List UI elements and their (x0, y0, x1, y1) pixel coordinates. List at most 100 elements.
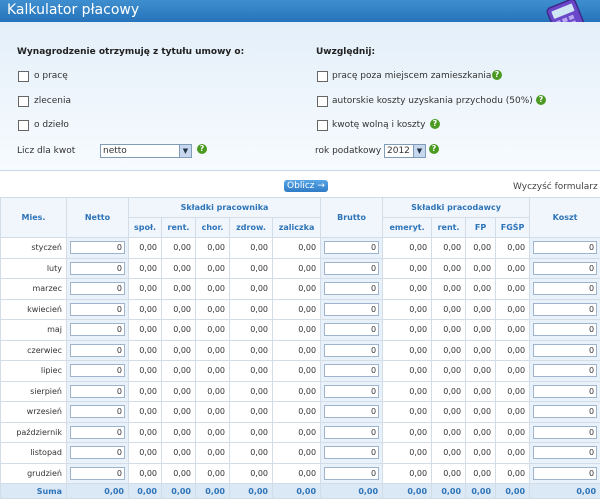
tax-year-select[interactable]: 2012 ▼ (384, 144, 426, 158)
gross-input[interactable]: 0 (324, 425, 380, 439)
cost-input[interactable]: 0 (533, 323, 598, 337)
col-subheader: społ. (128, 217, 162, 238)
cost-cell: 0 (529, 421, 600, 443)
sum-cell: 0,00 (195, 483, 230, 499)
calc-mode-label: Licz dla kwot (17, 146, 76, 156)
gross-cell: 0 (320, 237, 384, 259)
net-cell: 0 (66, 462, 129, 484)
gross-input[interactable]: 0 (324, 364, 380, 378)
net-input[interactable]: 0 (70, 343, 125, 357)
net-input[interactable]: 0 (70, 364, 125, 378)
include-option-checkbox[interactable] (317, 71, 328, 82)
net-input[interactable]: 0 (70, 282, 125, 296)
employee-contrib-cell: 0,00 (195, 442, 230, 464)
cost-input[interactable]: 0 (533, 241, 598, 255)
employer-contrib-cell: 0,00 (431, 442, 467, 464)
employee-contrib-cell: 0,00 (229, 462, 273, 484)
net-input[interactable]: 0 (70, 466, 125, 480)
net-cell: 0 (66, 278, 129, 300)
gross-input[interactable]: 0 (324, 384, 380, 398)
help-icon[interactable]: ? (536, 95, 546, 105)
employee-contrib-cell: 0,00 (161, 380, 196, 402)
contract-option-label: o pracę (34, 71, 68, 81)
employer-contrib-cell: 0,00 (495, 278, 531, 300)
cost-input[interactable]: 0 (533, 466, 598, 480)
employee-contrib-cell: 0,00 (229, 442, 273, 464)
net-input[interactable]: 0 (70, 425, 125, 439)
net-input[interactable]: 0 (70, 446, 125, 460)
cost-input[interactable]: 0 (533, 384, 598, 398)
employee-contrib-cell: 0,00 (161, 319, 196, 341)
net-cell: 0 (66, 257, 129, 279)
col-header-gross: Brutto (320, 197, 384, 238)
net-input[interactable]: 0 (70, 241, 125, 255)
contract-section-title: Wynagrodzenie otrzymuję z tytułu umowy o… (17, 47, 245, 57)
cost-input[interactable]: 0 (533, 302, 598, 316)
employee-contrib-cell: 0,00 (229, 319, 273, 341)
net-input[interactable]: 0 (70, 323, 125, 337)
net-input[interactable]: 0 (70, 405, 125, 419)
net-cell: 0 (66, 319, 129, 341)
table-row: marzec 0 0,00 0,00 0,00 0,00 0,00 0 0,00 0,00 0,00… (0, 278, 600, 300)
gross-cell: 0 (320, 380, 384, 402)
help-icon[interactable]: ? (197, 144, 207, 154)
cost-cell: 0 (529, 278, 600, 300)
calculate-button[interactable]: Oblicz → (284, 180, 328, 192)
net-input[interactable]: 0 (70, 302, 125, 316)
employer-contrib-cell: 0,00 (431, 319, 467, 341)
gross-input[interactable]: 0 (324, 282, 380, 296)
employee-contrib-cell: 0,00 (271, 442, 322, 464)
contract-option-checkbox[interactable] (18, 120, 29, 131)
cost-input[interactable]: 0 (533, 282, 598, 296)
employee-contrib-cell: 0,00 (271, 339, 322, 361)
net-cell: 0 (66, 237, 129, 259)
table-row: grudzień 0 0,00 0,00 0,00 0,00 0,00 0 0,00 0,00 0,… (0, 462, 600, 484)
gross-input[interactable]: 0 (324, 261, 380, 275)
net-input[interactable]: 0 (70, 384, 125, 398)
gross-input[interactable]: 0 (324, 466, 380, 480)
cost-input[interactable]: 0 (533, 364, 598, 378)
gross-input[interactable]: 0 (324, 343, 380, 357)
cost-input[interactable]: 0 (533, 425, 598, 439)
gross-input[interactable]: 0 (324, 241, 380, 255)
help-icon[interactable]: ? (430, 119, 440, 129)
include-option-checkbox[interactable] (317, 120, 328, 131)
contract-option-checkbox[interactable] (18, 71, 29, 82)
cost-input[interactable]: 0 (533, 343, 598, 357)
month-cell: marzec (0, 278, 67, 300)
contract-option-checkbox[interactable] (18, 96, 29, 107)
gross-cell: 0 (320, 339, 384, 361)
net-input[interactable]: 0 (70, 261, 125, 275)
sum-cell: 0,00 (229, 483, 273, 499)
include-option-checkbox[interactable] (317, 96, 328, 107)
month-cell: sierpień (0, 380, 67, 402)
month-cell: listopad (0, 442, 67, 464)
employer-contrib-cell: 0,00 (465, 278, 497, 300)
cost-cell: 0 (529, 462, 600, 484)
gross-input[interactable]: 0 (324, 302, 380, 316)
employee-contrib-cell: 0,00 (229, 380, 273, 402)
employer-contrib-cell: 0,00 (465, 257, 497, 279)
contract-option-label: o dzieło (34, 120, 69, 130)
gross-input[interactable]: 0 (324, 323, 380, 337)
cost-input[interactable]: 0 (533, 261, 598, 275)
employer-contrib-cell: 0,00 (465, 401, 497, 423)
cost-cell: 0 (529, 319, 600, 341)
employee-contrib-cell: 0,00 (128, 380, 162, 402)
employee-contrib-cell: 0,00 (271, 421, 322, 443)
net-cell: 0 (66, 298, 129, 320)
employee-contrib-cell: 0,00 (128, 319, 162, 341)
calc-mode-select[interactable]: netto ▼ (100, 144, 192, 158)
gross-cell: 0 (320, 442, 384, 464)
employer-contrib-cell: 0,00 (465, 360, 497, 382)
cost-input[interactable]: 0 (533, 446, 598, 460)
cost-input[interactable]: 0 (533, 405, 598, 419)
gross-input[interactable]: 0 (324, 405, 380, 419)
clear-form-link[interactable]: Wyczyść formularz (513, 182, 598, 192)
gross-input[interactable]: 0 (324, 446, 380, 460)
help-icon[interactable]: ? (492, 70, 502, 80)
employee-contrib-cell: 0,00 (161, 442, 196, 464)
sum-cell: 0,00 (431, 483, 467, 499)
employer-contrib-cell: 0,00 (431, 421, 467, 443)
help-icon[interactable]: ? (429, 144, 439, 154)
